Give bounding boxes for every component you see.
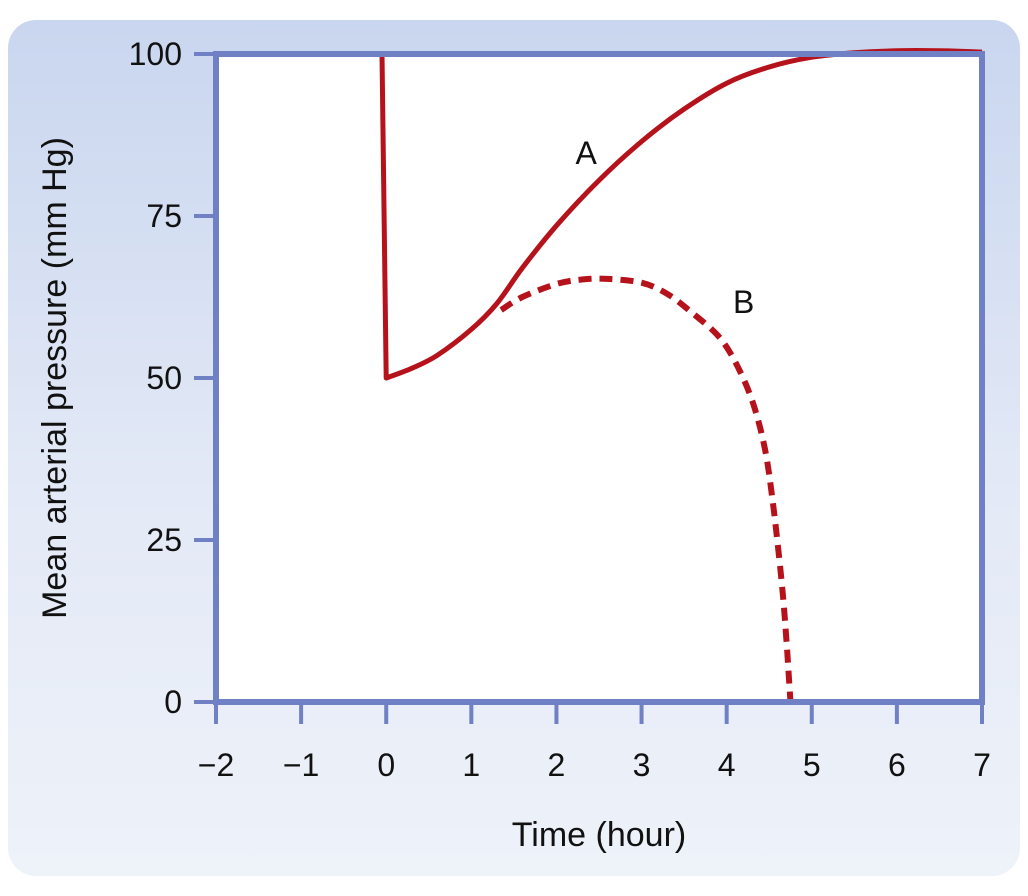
axis-layer: 0 25 50 75 100 −2 −1 0 1 2 3 4 5 6 7 — [129, 36, 991, 783]
x-tick-label: 5 — [803, 747, 821, 783]
y-axis-title: Mean arterial pressure (mm Hg) — [36, 137, 74, 619]
y-tick-label: 50 — [146, 360, 182, 396]
x-tick-label: 6 — [888, 747, 906, 783]
x-tick-label: 1 — [462, 747, 480, 783]
x-axis-title: Time (hour) — [512, 816, 686, 854]
x-tick-label: 0 — [377, 747, 395, 783]
y-tick-label: 75 — [146, 198, 182, 234]
series-label-a: A — [576, 135, 598, 171]
x-tick-label: 7 — [973, 747, 991, 783]
x-tick-label: −2 — [198, 747, 234, 783]
y-tick-label: 25 — [146, 522, 182, 558]
series-label-b: B — [733, 284, 754, 320]
y-tick-label: 100 — [129, 36, 182, 72]
x-tick-label: 3 — [633, 747, 651, 783]
x-tick-label: −1 — [283, 747, 319, 783]
series-b-line — [499, 275, 794, 703]
y-tick-label: 0 — [164, 684, 182, 720]
plot-area — [216, 54, 982, 702]
x-tick-label: 4 — [718, 747, 736, 783]
x-tick-label: 2 — [548, 747, 566, 783]
